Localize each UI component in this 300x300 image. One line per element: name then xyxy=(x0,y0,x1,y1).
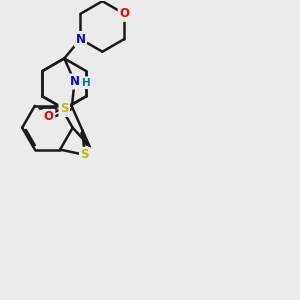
Text: N: N xyxy=(70,75,80,88)
Text: O: O xyxy=(119,7,129,20)
Text: O: O xyxy=(44,110,54,123)
Text: N: N xyxy=(76,33,85,46)
Text: S: S xyxy=(60,103,68,116)
Text: S: S xyxy=(81,148,89,161)
Text: H: H xyxy=(82,78,91,88)
